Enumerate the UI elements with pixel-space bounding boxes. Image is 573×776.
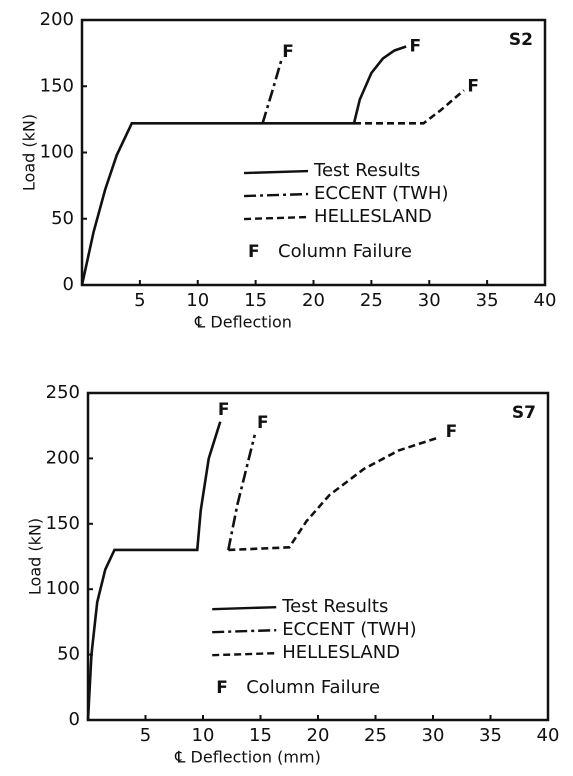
legend-swatch [244, 169, 309, 175]
x-tick-label: 15 [244, 290, 267, 311]
legend-marker: F [216, 678, 228, 698]
failure-marker: F [446, 422, 458, 442]
legend-swatch [212, 605, 277, 611]
x-tick-label: 25 [364, 725, 387, 746]
legend-label: ECCENT (TWH) [282, 619, 416, 640]
failure-marker: F [410, 37, 422, 57]
legend-swatch [212, 651, 277, 657]
legend-label: HELLESLAND [314, 206, 432, 227]
x-tick-label: 40 [534, 290, 557, 311]
series-line [86, 421, 222, 721]
legend-marker: F [248, 242, 260, 262]
legend-swatch [244, 192, 309, 198]
y-tick-label: 150 [40, 75, 74, 96]
x-tick-label: 30 [422, 725, 445, 746]
y-tick-label: 100 [40, 142, 74, 163]
x-tick-label: 25 [360, 290, 383, 311]
series-line [261, 56, 284, 124]
chart-label: S7 [512, 403, 536, 423]
plot-frame [86, 391, 550, 722]
y-tick-label: 50 [51, 208, 74, 229]
y-tick-label: 250 [46, 382, 80, 403]
y-axis-label: Load (kN) [26, 518, 45, 595]
legend-label: ECCENT (TWH) [314, 183, 448, 204]
series-line [228, 436, 440, 552]
y-tick-label: 50 [57, 644, 80, 665]
x-axis-label: ℄ Deflection (mm) [174, 748, 321, 767]
y-tick-label: 0 [63, 274, 74, 295]
failure-marker: F [282, 42, 294, 62]
x-tick-label: 20 [302, 290, 325, 311]
x-axis-label: ℄ Deflection [194, 313, 292, 332]
legend-label: Test Results [281, 596, 388, 617]
legend-swatch [244, 215, 309, 221]
y-tick-label: 200 [46, 447, 80, 468]
failure-marker: F [257, 413, 269, 433]
failure-marker: F [218, 400, 230, 420]
x-tick-label: 10 [186, 290, 209, 311]
x-tick-label: 35 [479, 725, 502, 746]
x-tick-label: 35 [476, 290, 499, 311]
x-tick-label: 5 [140, 725, 151, 746]
series-line [227, 434, 257, 551]
legend-label: Column Failure [246, 677, 380, 698]
x-tick-label: 40 [537, 725, 560, 746]
x-tick-label: 5 [134, 290, 145, 311]
legend-swatch [212, 628, 277, 634]
y-axis-label: Load (kN) [20, 114, 39, 191]
legend-label: Column Failure [278, 241, 412, 262]
y-tick-label: 200 [40, 9, 74, 30]
legend-label: HELLESLAND [282, 642, 400, 663]
failure-marker: F [467, 76, 479, 96]
y-tick-label: 0 [69, 709, 80, 730]
x-tick-label: 30 [418, 290, 441, 311]
x-tick-label: 10 [192, 725, 215, 746]
x-tick-label: 20 [307, 725, 330, 746]
y-tick-label: 100 [46, 578, 80, 599]
chart-label: S2 [509, 30, 533, 50]
series-line [354, 89, 465, 125]
legend-label: Test Results [313, 160, 420, 181]
y-tick-label: 150 [46, 513, 80, 534]
x-tick-label: 15 [249, 725, 272, 746]
